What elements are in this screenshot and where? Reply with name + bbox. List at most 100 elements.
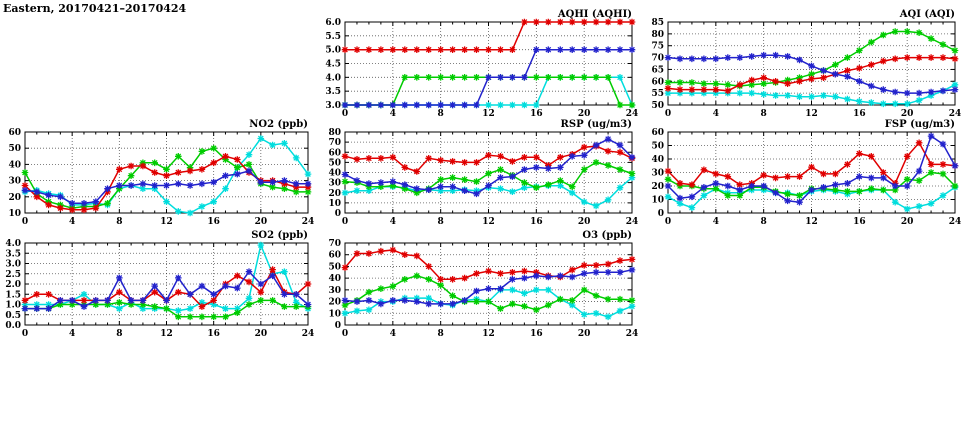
fsp-svg: 0 4 8 12 16 20 24 0 10 20 30 40 50 60 FSP (ug/m3) <box>651 119 962 227</box>
so2-y-tick-label: 0.5 <box>5 311 21 321</box>
no2-blue-markers <box>21 167 312 207</box>
o3-y-tick-label: 20 <box>328 298 341 308</box>
rsp-y-tick-label: 80 <box>328 128 341 138</box>
so2-y-tick-label: 3.0 <box>5 260 21 270</box>
o3-x-tick-label: 16 <box>530 329 543 339</box>
rsp-x-tick-label: 12 <box>482 217 495 227</box>
fsp-title: FSP (ug/m3) <box>885 119 955 130</box>
aqi-red-markers <box>664 54 959 95</box>
rsp-blue-markers <box>341 135 636 198</box>
so2-x-tick-label: 20 <box>255 329 268 339</box>
o3-x-tick-label: 24 <box>626 329 639 339</box>
no2-x-tick-label: 8 <box>116 217 122 227</box>
o3-y-tick-label: 30 <box>328 286 341 296</box>
o3-y-tick-label: 10 <box>328 309 341 319</box>
chart-aqi: 0 4 8 12 16 20 24 50 55 60 65 70 75 80 85 AQI (AQI) <box>646 8 965 123</box>
aqhi-x-tick-label: 16 <box>530 109 543 119</box>
rsp-x-tick-label: 20 <box>578 217 591 227</box>
no2-x-tick-label: 12 <box>160 217 173 227</box>
aqhi-y-tick-label: 4.5 <box>325 60 341 70</box>
aqhi-y-tick-label: 3.0 <box>325 101 341 111</box>
rsp-x-tick-label: 8 <box>438 217 444 227</box>
fsp-y-tick-label: 50 <box>651 142 664 152</box>
o3-y-tick-label: 0 <box>335 321 341 331</box>
aqi-y-tick-label: 60 <box>651 77 664 87</box>
fsp-y-tick-label: 30 <box>651 169 664 179</box>
so2-svg: 0 4 8 12 16 20 24 0.00.51.01.52.02.53.03.54.0 SO… <box>5 230 315 339</box>
rsp-x-tick-label: 4 <box>390 217 396 227</box>
fsp-y-tick-label: 20 <box>651 182 664 192</box>
o3-red-markers <box>341 246 636 283</box>
aqi-y-tick-label: 65 <box>651 65 664 75</box>
aqhi-y-tick-label: 5.0 <box>325 46 341 56</box>
no2-x-tick-label: 20 <box>255 217 268 227</box>
aqhi-y-tick-label: 4.0 <box>325 73 341 83</box>
o3-x-tick-label: 0 <box>342 329 348 339</box>
no2-x-tick-label: 24 <box>302 217 315 227</box>
o3-x-tick-label: 20 <box>578 329 591 339</box>
aqi-x-tick-label: 16 <box>853 109 866 119</box>
chart-fsp: 0 4 8 12 16 20 24 0 10 20 30 40 50 60 FSP (ug/m3) <box>646 118 965 231</box>
no2-y-tick-label: 50 <box>8 144 21 154</box>
so2-x-tick-label: 8 <box>116 329 122 339</box>
o3-plot-border <box>344 242 633 326</box>
aqi-x-tick-label: 12 <box>805 109 818 119</box>
chart-no2: 0 4 8 12 16 20 24 10 20 30 40 50 60 NO2 (ppb) <box>3 118 318 231</box>
aqhi-x-tick-label: 8 <box>438 109 444 119</box>
no2-title: NO2 (ppb) <box>249 119 308 130</box>
chart-rsp: 0 4 8 12 16 20 24 0 10 20 30 40 50 60 70 80 RSP (ug/m3) <box>323 118 642 231</box>
so2-blue-markers <box>21 268 312 312</box>
no2-x-tick-label: 0 <box>22 217 28 227</box>
page-title: Eastern, 20170421–20170424 <box>3 2 187 15</box>
rsp-title: RSP (ug/m3) <box>561 119 632 130</box>
aqhi-svg: 0 4 8 12 16 20 24 3.0 3.5 4.0 4.5 5.0 5.5 6.0 AQHI (AQ… <box>325 9 638 119</box>
so2-y-tick-label: 3.5 <box>5 249 21 259</box>
aqhi-y-tick-label: 3.5 <box>325 87 341 97</box>
o3-blue-markers <box>341 266 636 308</box>
aqi-x-tick-label: 4 <box>713 109 719 119</box>
aqhi-x-tick-label: 12 <box>482 109 495 119</box>
fsp-x-tick-label: 0 <box>665 217 671 227</box>
fsp-x-tick-label: 12 <box>805 217 818 227</box>
aqi-x-tick-label: 8 <box>761 109 767 119</box>
rsp-y-tick-label: 20 <box>328 189 341 199</box>
aqi-y-tick-label: 70 <box>651 54 664 64</box>
o3-x-tick-label: 4 <box>390 329 396 339</box>
rsp-red-line <box>344 145 633 173</box>
fsp-y-tick-label: 40 <box>651 155 664 165</box>
aqi-x-tick-label: 0 <box>665 109 671 119</box>
aqhi-red-markers <box>341 18 636 53</box>
fsp-x-tick-label: 24 <box>949 217 962 227</box>
fsp-x-tick-label: 4 <box>713 217 719 227</box>
o3-y-tick-label: 50 <box>328 262 341 272</box>
aqi-plot-border <box>667 21 956 106</box>
o3-title: O3 (ppb) <box>582 230 632 241</box>
aqi-y-tick-label: 55 <box>651 89 664 99</box>
no2-y-tick-label: 60 <box>8 128 21 138</box>
so2-y-tick-label: 2.5 <box>5 270 21 280</box>
fsp-x-tick-label: 8 <box>761 217 767 227</box>
no2-y-tick-label: 40 <box>8 160 21 170</box>
aqhi-x-tick-label: 20 <box>578 109 591 119</box>
chart-o3: 0 4 8 12 16 20 24 0 10 20 30 40 50 60 70 O3 (ppb) <box>323 229 642 343</box>
so2-x-tick-label: 16 <box>207 329 220 339</box>
so2-x-tick-label: 24 <box>302 329 315 339</box>
aqhi-title: AQHI (AQHI) <box>557 9 632 20</box>
rsp-y-tick-label: 40 <box>328 169 341 179</box>
so2-y-tick-label: 1.5 <box>5 290 21 300</box>
rsp-y-tick-label: 10 <box>328 199 341 209</box>
o3-x-tick-label: 12 <box>482 329 495 339</box>
aqi-y-tick-label: 75 <box>651 42 664 52</box>
o3-x-tick-label: 8 <box>438 329 444 339</box>
aqi-blue-markers <box>664 51 959 97</box>
aqhi-y-tick-label: 6.0 <box>325 18 341 28</box>
rsp-y-tick-label: 50 <box>328 158 341 168</box>
no2-x-tick-label: 16 <box>207 217 220 227</box>
o3-y-tick-label: 60 <box>328 251 341 261</box>
aqi-y-tick-label: 80 <box>651 30 664 40</box>
so2-y-tick-label: 2.0 <box>5 280 21 290</box>
rsp-y-tick-label: 30 <box>328 179 341 189</box>
